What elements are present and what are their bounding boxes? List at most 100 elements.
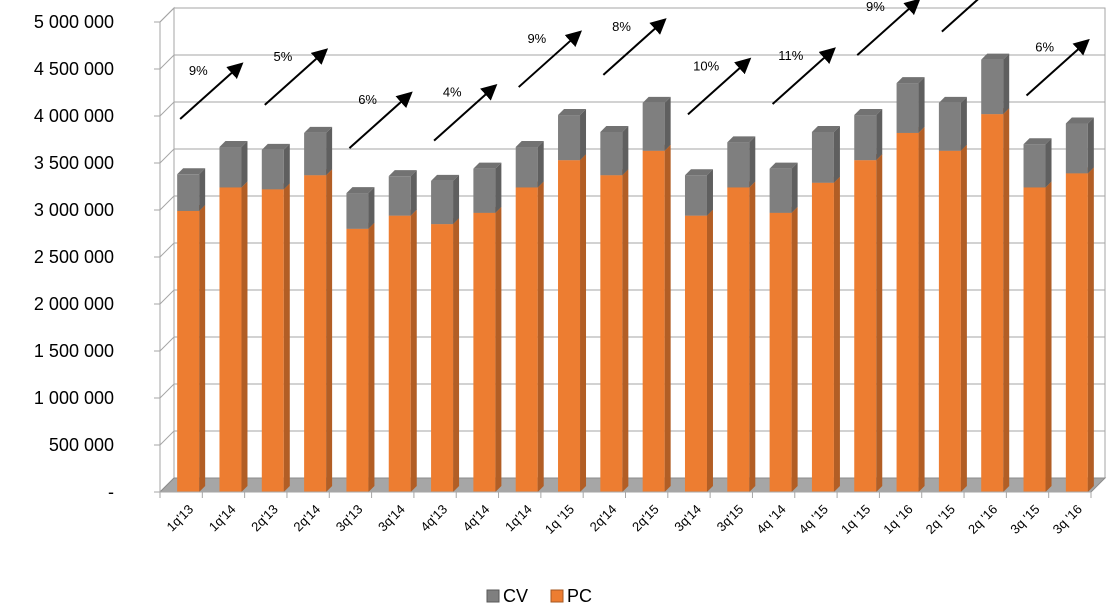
legend-label-cv: CV (503, 586, 528, 606)
legend-label-pc: PC (567, 586, 592, 606)
pc-bar-side (876, 154, 883, 492)
pc-bar (1065, 173, 1088, 492)
cv-bar (684, 175, 707, 216)
pc-bar (981, 114, 1004, 493)
pc-bar-side (960, 144, 967, 492)
x-tick-label: 3q'15 (714, 502, 747, 535)
pc-bar-side (1045, 181, 1052, 492)
growth-label: 9% (866, 0, 885, 14)
cv-bar-side (960, 96, 967, 151)
cv-bar (600, 131, 623, 176)
pc-bar-side (368, 222, 375, 493)
cv-bar-side (580, 109, 587, 161)
growth-annotations: 9%5%6%4%9%8%10%11%9%11%6% (179, 0, 1090, 149)
cv-bar-top (515, 141, 544, 148)
pc-bar-side (1003, 108, 1010, 493)
cv-bar-top (473, 162, 502, 169)
cv-bar (473, 168, 496, 213)
pc-bar (515, 187, 538, 492)
gridline (159, 101, 1105, 117)
growth-label: 5% (274, 49, 293, 64)
x-tick-label: 3q '15 (1007, 502, 1042, 537)
pc-bar (769, 212, 792, 492)
cv-bar-side (1087, 117, 1094, 174)
pc-bar (727, 187, 750, 492)
cv-bar-top (727, 136, 756, 143)
cv-bar-side (241, 141, 248, 188)
pc-bar-side (1087, 167, 1094, 492)
y-tick-label: 3 500 000 (34, 153, 114, 173)
cv-bar-side (326, 126, 333, 176)
cv-bar (346, 193, 369, 229)
growth-arrow (433, 83, 498, 142)
pc-bar (219, 187, 242, 492)
pc-bar-side (664, 144, 671, 492)
cv-bar-top (388, 170, 417, 177)
legend: CV PC (486, 586, 592, 606)
cv-bar (854, 115, 877, 161)
cv-bar-side (1003, 53, 1010, 115)
pc-bar-side (749, 181, 756, 492)
gridline (159, 148, 1105, 164)
pc-bar-side (791, 206, 798, 492)
growth-arrow (518, 30, 583, 88)
cv-bar-top (981, 53, 1010, 60)
x-axis: 1q'13 1q'14 2q'13 2q'14 3q'13 3q'14 4q'13 4q'14… (159, 491, 1092, 537)
x-tick-label: 1q'13 (163, 502, 196, 535)
gridline (159, 7, 1105, 23)
pc-bar-side (918, 126, 925, 493)
pc-bar (177, 210, 200, 492)
pc-bar-side (326, 169, 333, 492)
y-tick-label: 2 000 000 (34, 294, 114, 314)
pc-bar-side (199, 204, 206, 492)
x-tick-label: 2q'14 (290, 502, 323, 535)
growth-label: 6% (358, 92, 377, 107)
x-tick-label: 1q'14 (502, 502, 535, 535)
cv-bar-side (410, 170, 417, 216)
x-tick-label: 2q'13 (248, 502, 281, 535)
growth-label: 8% (612, 19, 631, 34)
x-tick-label: 2q'14 (587, 502, 620, 535)
pc-bar-side (622, 169, 629, 492)
y-tick-label: 5 000 000 (34, 12, 114, 32)
x-tick-label: 3q'13 (333, 502, 366, 535)
cv-bar-top (219, 141, 248, 148)
growth-arrow (771, 47, 836, 105)
cv-bar-top (642, 96, 671, 103)
cv-bar (515, 147, 538, 188)
pc-bar (473, 212, 496, 492)
cv-bar-top (811, 125, 840, 132)
cv-bar-side (749, 136, 756, 188)
cv-bar (388, 176, 411, 216)
growth-arrow (941, 0, 979, 33)
pc-bar-side (241, 181, 248, 492)
x-tick-label: 2q '16 (965, 502, 1000, 537)
pc-bar (642, 150, 665, 492)
cv-bar (769, 168, 792, 213)
growth-arrow (264, 48, 329, 106)
growth-arrow (687, 57, 752, 116)
cv-bar-top (304, 126, 333, 133)
cv-bar-top (854, 109, 883, 116)
cv-bar (431, 180, 454, 225)
pc-bar (811, 182, 834, 493)
x-tick-label: 2q '15 (923, 502, 958, 537)
x-tick-label: 4q '14 (753, 502, 788, 537)
pc-bar-side (580, 154, 587, 492)
cv-bar (1023, 144, 1046, 188)
cv-bar-top (558, 109, 587, 116)
gridline (159, 54, 1105, 70)
pc-bar-side (410, 209, 417, 492)
growth-arrow (348, 91, 413, 149)
cv-bar (642, 102, 665, 151)
cv-bar (1065, 123, 1088, 174)
cv-bar (811, 131, 834, 183)
cv-bar-top (1023, 138, 1052, 145)
x-tick-label: 3q '16 (1050, 502, 1085, 537)
cv-bar-side (876, 109, 883, 161)
cv-bar-side (199, 168, 206, 211)
x-tick-label: 2q'15 (629, 502, 662, 535)
cv-bar (261, 149, 284, 190)
cv-bar-side (833, 125, 840, 183)
growth-arrow (602, 18, 667, 76)
